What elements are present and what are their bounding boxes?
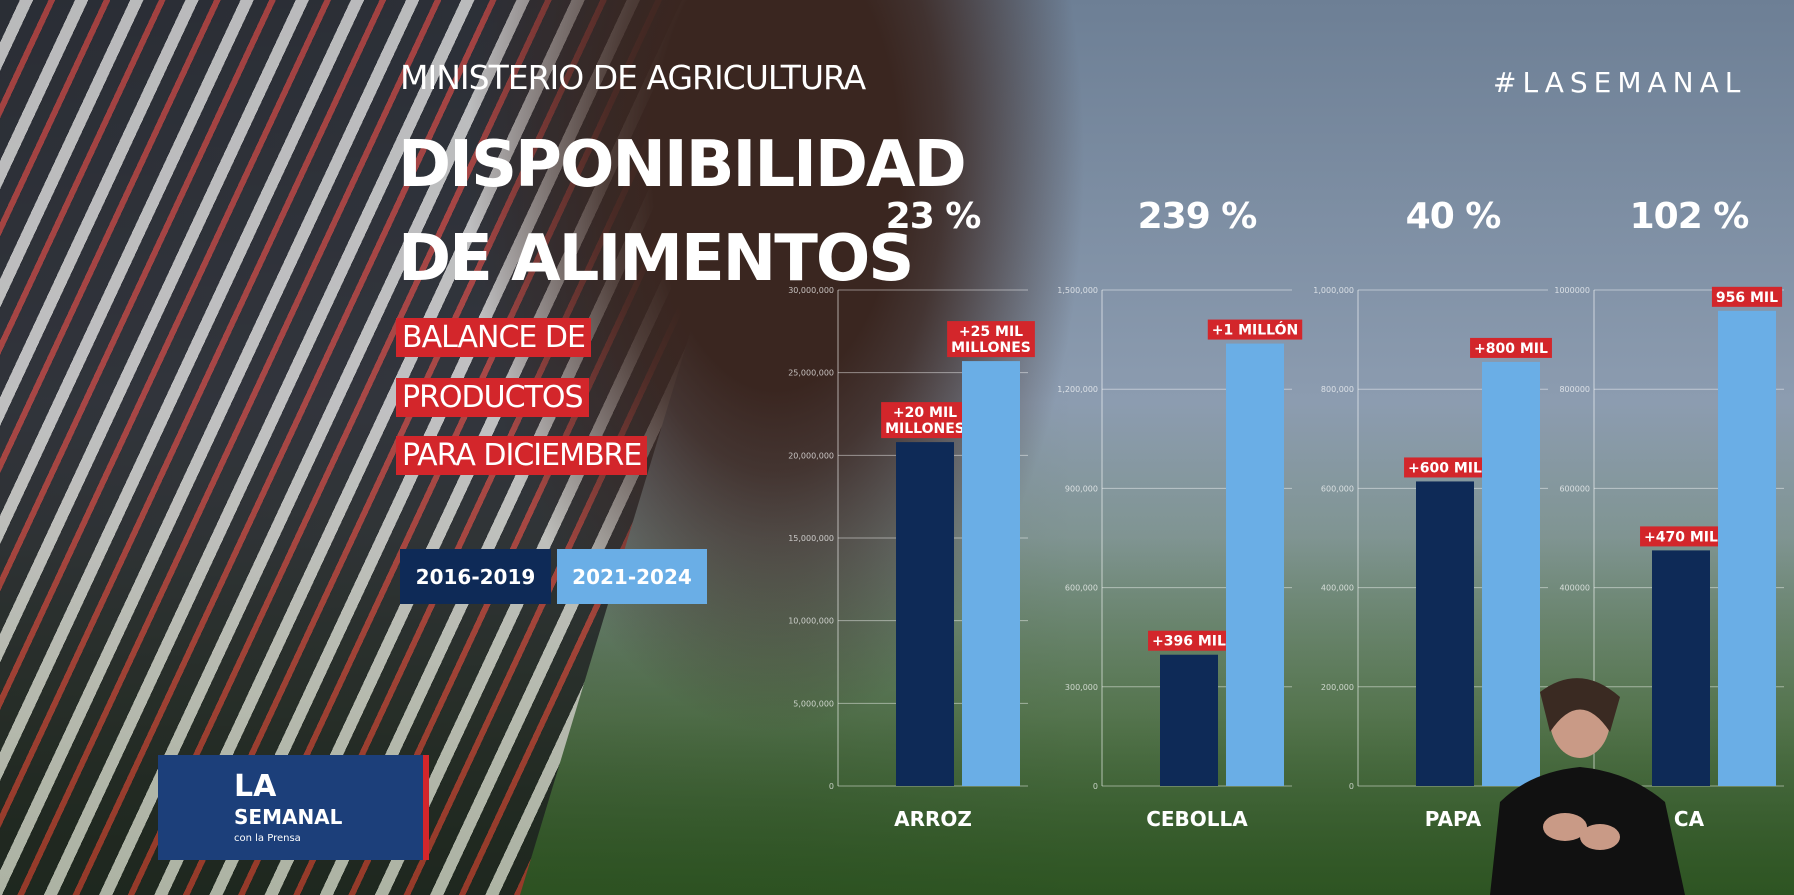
subtitle: PARA DICIEMBRE bbox=[396, 436, 648, 475]
y-tick-label: 1,500,000 bbox=[1057, 286, 1098, 295]
bar bbox=[1482, 361, 1540, 786]
annotation-box bbox=[1207, 319, 1303, 340]
chart-title: 239 % bbox=[1138, 196, 1257, 237]
subtitle: PRODUCTOS bbox=[396, 378, 589, 417]
interpreter-hair bbox=[1540, 678, 1620, 732]
y-tick-label: 800,000 bbox=[1321, 385, 1354, 394]
hashtag: #LASEMANAL bbox=[1493, 66, 1747, 99]
bar bbox=[896, 442, 954, 786]
y-tick-label: 600000 bbox=[1559, 484, 1590, 493]
annotation: +396 MIL bbox=[1152, 634, 1226, 650]
annotation-box bbox=[1148, 630, 1230, 651]
y-tick-label: 600,000 bbox=[1065, 584, 1098, 593]
y-tick-label: 400,000 bbox=[1321, 584, 1354, 593]
logo-text: LA bbox=[234, 769, 277, 804]
annotation-box bbox=[1470, 337, 1552, 358]
ministry: MINISTERIO DE AGRICULTURA bbox=[400, 58, 866, 97]
chart-title: 23 % bbox=[886, 196, 981, 237]
y-tick-label: 0 bbox=[1093, 782, 1098, 791]
annotation: +1 MILLÓN bbox=[1212, 321, 1298, 339]
bar bbox=[1652, 550, 1710, 786]
bar bbox=[1160, 654, 1218, 786]
y-tick-label: 1000000 bbox=[1554, 286, 1590, 295]
bar bbox=[1718, 310, 1776, 786]
bar bbox=[1226, 343, 1284, 786]
y-tick-label: 200,000 bbox=[1321, 683, 1354, 692]
y-tick-label: 300,000 bbox=[1065, 683, 1098, 692]
annotation: 956 MIL bbox=[1716, 290, 1778, 306]
legend-item: 2016-2019 bbox=[400, 549, 551, 604]
annotation-box bbox=[1640, 526, 1722, 547]
annotation: +800 MIL bbox=[1474, 341, 1548, 357]
y-tick-label: 20,000,000 bbox=[788, 451, 834, 460]
headline: DE ALIMENTOS bbox=[398, 222, 914, 296]
annotation-box bbox=[881, 402, 969, 439]
category-label: PAPA bbox=[1425, 807, 1482, 831]
logo: LA SEMANAL con la Prensa bbox=[158, 755, 429, 860]
y-tick-label: 800000 bbox=[1559, 385, 1590, 394]
y-tick-label: 0 bbox=[829, 782, 834, 791]
y-tick-label: 30,000,000 bbox=[788, 286, 834, 295]
chart-title: 40 % bbox=[1406, 196, 1501, 237]
annotation: +25 MIL bbox=[959, 324, 1023, 340]
annotation-box bbox=[1404, 457, 1486, 478]
bar bbox=[962, 361, 1020, 786]
y-tick-label: 900,000 bbox=[1065, 484, 1098, 493]
y-tick-label: 5,000,000 bbox=[793, 699, 834, 708]
annotation: +600 MIL bbox=[1408, 460, 1482, 476]
chart-title: 102 % bbox=[1630, 196, 1749, 237]
y-tick-label: 1,200,000 bbox=[1057, 385, 1098, 394]
y-tick-label: 25,000,000 bbox=[788, 369, 834, 378]
bar bbox=[1416, 481, 1474, 786]
category-label: CEBOLLA bbox=[1146, 807, 1248, 831]
legend-item: 2021-2024 bbox=[557, 549, 707, 604]
interpreter-hand bbox=[1580, 824, 1620, 850]
logo-text: con la Prensa bbox=[234, 833, 301, 844]
annotation: MILLONES bbox=[951, 340, 1031, 356]
category-label: CA bbox=[1674, 807, 1705, 831]
logo-text: SEMANAL bbox=[234, 805, 343, 829]
annotation-box bbox=[1711, 286, 1783, 307]
y-tick-label: 400000 bbox=[1559, 584, 1590, 593]
y-tick-label: 10,000,000 bbox=[788, 617, 834, 626]
subtitle: BALANCE DE bbox=[396, 318, 591, 357]
sign-interpreter bbox=[1490, 678, 1685, 895]
annotation: +470 MIL bbox=[1644, 529, 1718, 545]
y-tick-label: 15,000,000 bbox=[788, 534, 834, 543]
y-tick-label: 0 bbox=[1349, 782, 1354, 791]
y-tick-label: 1,000,000 bbox=[1313, 286, 1354, 295]
annotation: +20 MIL bbox=[893, 405, 957, 421]
interpreter-hand bbox=[1543, 813, 1587, 841]
annotation-box bbox=[947, 321, 1035, 358]
y-tick-label: 600,000 bbox=[1321, 484, 1354, 493]
headline: DISPONIBILIDAD bbox=[398, 128, 967, 202]
category-label: ARROZ bbox=[894, 807, 972, 831]
annotation: MILLONES bbox=[885, 421, 965, 437]
